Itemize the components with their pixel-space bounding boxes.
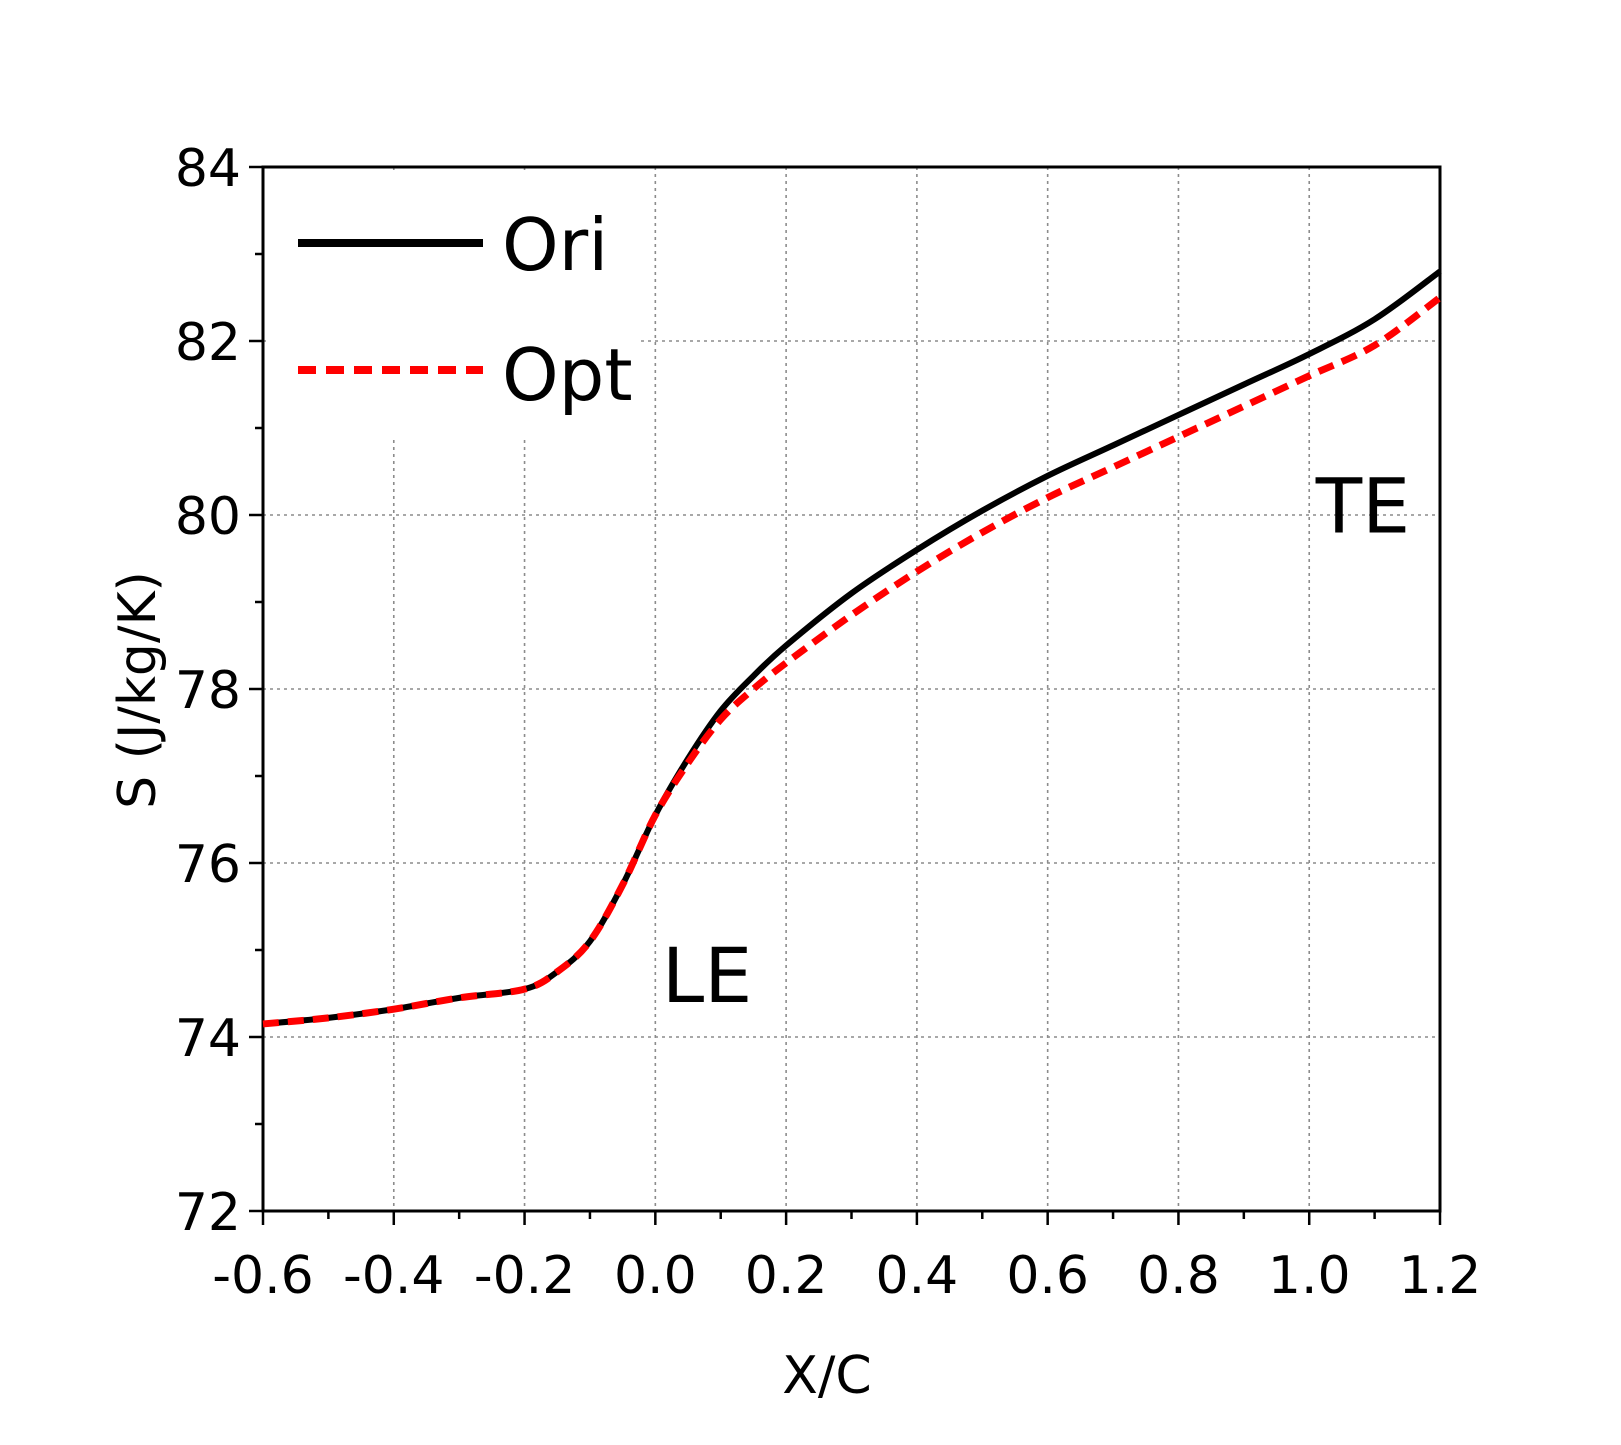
- legend: Ori Opt: [298, 203, 633, 417]
- x-tick-label: 1.2: [1399, 1246, 1482, 1306]
- x-axis-label: X/C: [782, 1346, 871, 1406]
- y-tick-label: 82: [175, 313, 241, 373]
- x-tick-label: -0.2: [474, 1246, 575, 1306]
- annotation-le: LE: [662, 931, 752, 1020]
- x-tick-label: 0.6: [1006, 1246, 1089, 1306]
- y-tick-label: 74: [175, 1009, 241, 1069]
- y-tick-label: 80: [175, 487, 241, 547]
- legend-label-ori: Ori: [502, 203, 608, 287]
- annotation-te: TE: [1315, 461, 1410, 550]
- x-tick-label: 1.0: [1268, 1246, 1351, 1306]
- grid: [263, 167, 1440, 1211]
- x-tick-label: 0.8: [1137, 1246, 1220, 1306]
- y-tick-label: 78: [175, 661, 241, 721]
- y-tick-label: 72: [175, 1183, 241, 1243]
- legend-label-opt: Opt: [502, 333, 633, 417]
- y-axis-label: S (J/kg/K): [108, 571, 168, 809]
- axis-ticks: -0.6 -0.4 -0.2 0.0 0.2 0.4 0.6 0.8 1.0 1.2 72 74 76 7…: [175, 139, 1482, 1306]
- y-tick-label: 84: [175, 139, 241, 199]
- x-tick-label: 0.0: [614, 1246, 697, 1306]
- x-tick-label: -0.4: [343, 1246, 444, 1306]
- y-tick-label: 76: [175, 835, 241, 895]
- series-lines: [262, 268, 1443, 1028]
- series-line-ori: [262, 268, 1442, 1027]
- x-tick-label: -0.6: [212, 1246, 313, 1306]
- legend-background: [270, 172, 640, 440]
- series-line-opt: [262, 294, 1443, 1028]
- x-tick-label: 0.2: [745, 1246, 828, 1306]
- x-tick-label: 0.4: [876, 1246, 959, 1306]
